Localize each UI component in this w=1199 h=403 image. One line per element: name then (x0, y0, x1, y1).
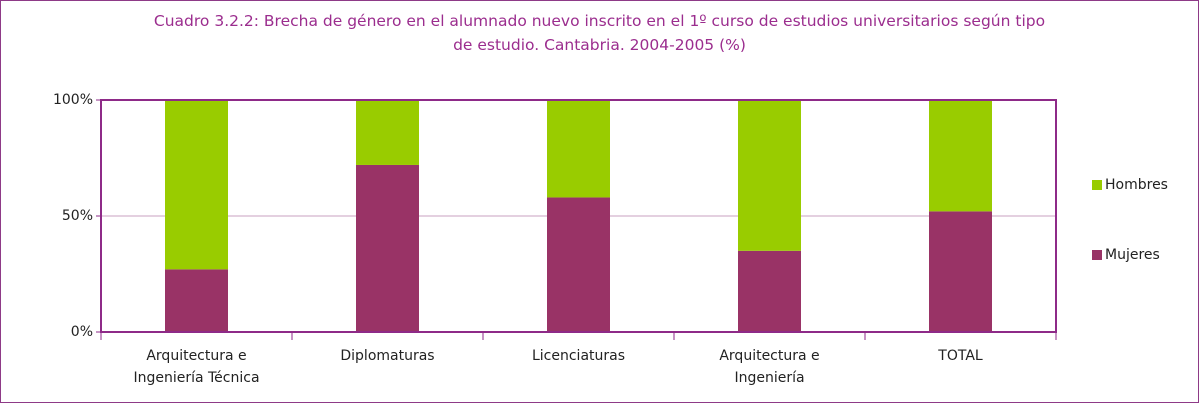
x-tick-label: Arquitectura e Ingeniería (719, 348, 819, 386)
y-tick-label: 50% (62, 208, 93, 224)
bar-segment (738, 250, 801, 332)
bar-segment (165, 100, 228, 270)
x-tick-label: Diplomaturas (340, 348, 434, 364)
bar-segment (929, 211, 992, 332)
chart-title: Cuadro 3.2.2: Brecha de género en el alu… (153, 12, 1046, 54)
x-tick-label: Arquitectura e Ingeniería Técnica (133, 348, 259, 386)
bar-segment (165, 269, 228, 332)
bar-segment (356, 100, 419, 165)
legend-label: Mujeres (1105, 247, 1160, 263)
y-tick-label: 0% (71, 324, 93, 340)
bar-segment (738, 100, 801, 251)
x-tick-label: TOTAL (937, 348, 983, 364)
legend-swatch (1092, 180, 1102, 190)
legend-label: Hombres (1105, 177, 1168, 193)
x-tick-label: Licenciaturas (532, 348, 625, 364)
legend-swatch (1092, 250, 1102, 260)
bar-segment (356, 164, 419, 332)
bar-segment (929, 100, 992, 212)
bar-segment (547, 100, 610, 198)
y-tick-label: 100% (53, 92, 93, 108)
bar-segment (547, 197, 610, 332)
